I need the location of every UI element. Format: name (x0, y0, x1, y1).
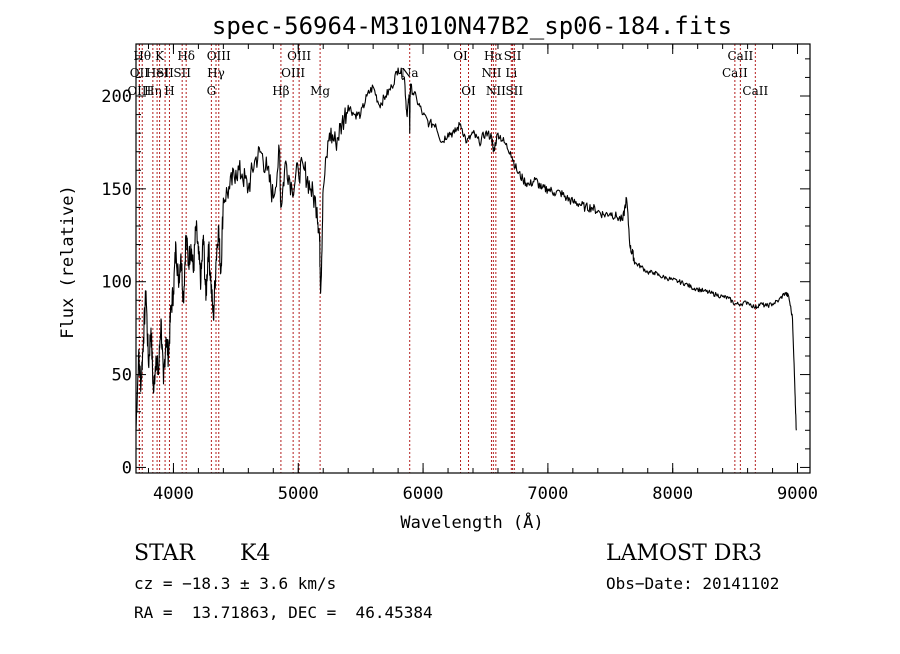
spectral-line-label: OIII (287, 49, 311, 63)
spectral-line-label: Hγ (207, 66, 225, 80)
x-axis-ticks: 4000 5000 6000 7000 8000 9000 (147, 44, 818, 504)
spectral-line-label: Hβ (272, 84, 289, 98)
ra-dec: RA = 13.71863, DEC = 46.45384 (134, 603, 433, 622)
y-tick-label: 150 (101, 180, 132, 200)
plot-frame (135, 43, 811, 474)
survey-name: LAMOST DR3 (606, 541, 762, 566)
y-tick-label: 50 (112, 366, 132, 386)
y-axis-label: Flux (relative) (58, 185, 78, 339)
y-tick-label: 200 (101, 87, 132, 107)
x-tick-label: 4000 (153, 484, 194, 504)
spectral-line-label: Mg (310, 84, 330, 98)
spectral-line-label: Na (401, 66, 419, 80)
spectral-line-label: OIII (207, 49, 231, 63)
object-subclass: K4 (240, 541, 270, 566)
spectral-line-label: Li (505, 66, 517, 80)
chart-title: spec-56964-M31010N47B2_sp06-184.fits (212, 12, 732, 40)
x-tick-label: 6000 (403, 484, 444, 504)
spectral-line-label: OIII (281, 66, 305, 80)
spectral-line-label: H (164, 84, 174, 98)
x-tick-label: 9000 (777, 484, 818, 504)
spectral-line-label: NII (481, 66, 501, 80)
spectral-line-label: OI (461, 84, 476, 98)
redshift-text: cz = −18.3 ± 3.6 km/s (134, 574, 336, 593)
spectral-line-label: Hη (144, 84, 162, 98)
spectral-line-label: Hα (484, 49, 503, 63)
spectral-line-label: OI (453, 49, 468, 63)
spectral-line-label: SII (173, 66, 191, 80)
obs-date: Obs−Date: 20141102 (606, 574, 779, 593)
y-tick-label: 0 (122, 458, 132, 478)
x-axis-label: Wavelength (Å) (400, 511, 543, 533)
spectral-line-label: SII (505, 84, 523, 98)
spectral-line-label: OIII (127, 84, 151, 98)
spectral-line-label: CaII (722, 66, 748, 80)
spectral-line-label: Hθ (133, 49, 151, 63)
spectral-line-label: SII (156, 66, 174, 80)
spectral-line-label: HeI (146, 66, 169, 80)
spectral-line-label: Hδ (177, 49, 195, 63)
y-tick-label: 100 (101, 273, 132, 293)
y-axis-ticks: 0 50 100 150 200 (101, 58, 810, 478)
x-tick-label: 5000 (278, 484, 319, 504)
x-tick-label: 8000 (652, 484, 693, 504)
spectral-line-label: NII (486, 84, 506, 98)
object-class: STAR (134, 541, 196, 566)
spectrum-line (135, 67, 797, 431)
spectral-line-label: K (155, 49, 165, 63)
spectral-lines: HθOIIOIIIHηHeIKSIIHHδSIIGHγOIIIHβOIIIOII… (127, 44, 768, 473)
spectral-line-label: CaII (727, 49, 753, 63)
spectral-line-label: SII (504, 49, 522, 63)
x-tick-label: 7000 (527, 484, 568, 504)
spectral-line-label: CaII (742, 84, 768, 98)
spectrum-series (135, 67, 797, 431)
spectral-line-label: G (207, 84, 217, 98)
